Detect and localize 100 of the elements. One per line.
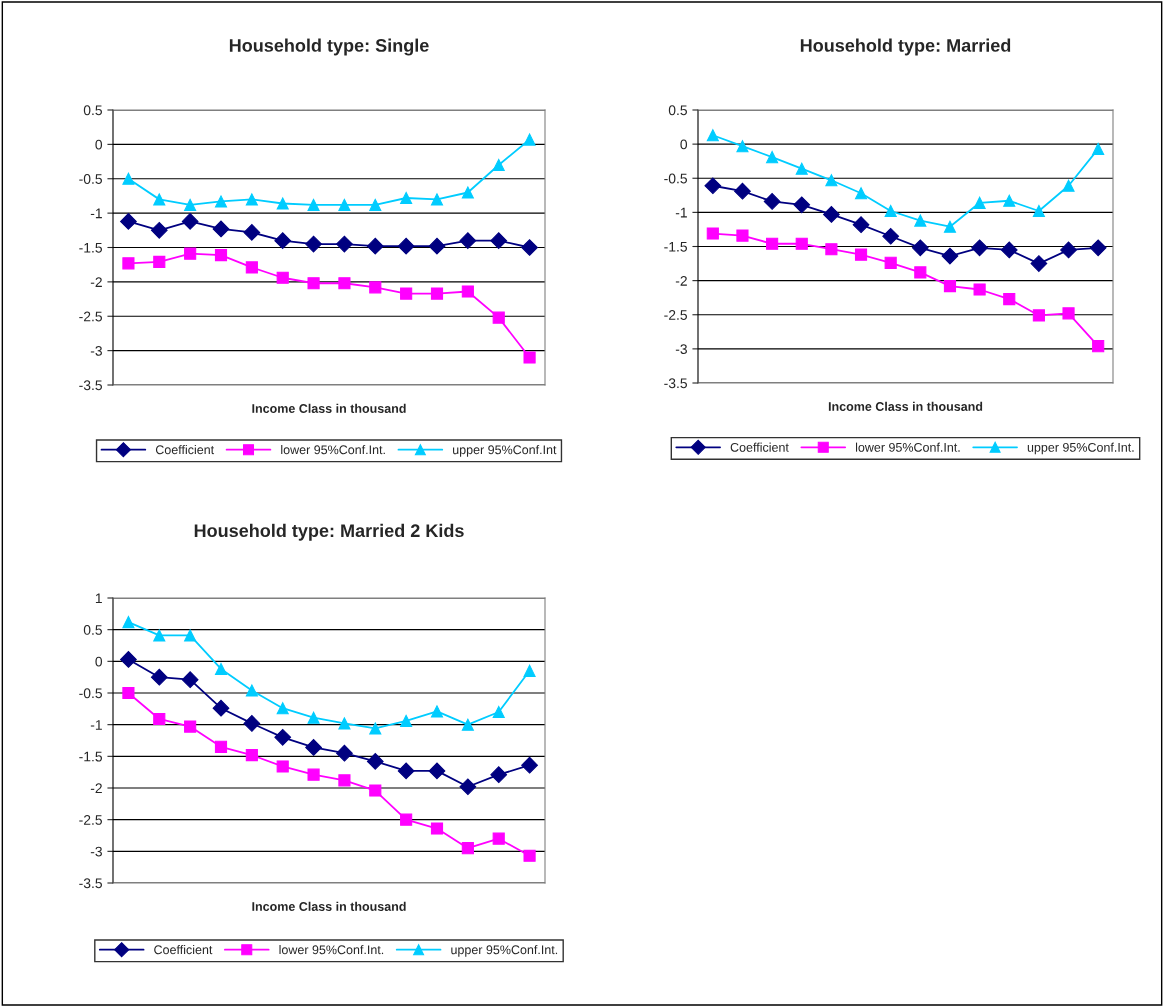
legend-label: Coefficient xyxy=(155,445,215,455)
y-tick-label: -3.5 xyxy=(664,378,687,389)
point xyxy=(492,311,505,324)
point xyxy=(245,684,258,697)
point xyxy=(153,629,166,642)
point xyxy=(854,248,868,261)
point xyxy=(153,712,166,726)
point xyxy=(884,256,897,269)
point xyxy=(428,762,446,780)
point xyxy=(1060,241,1077,259)
y-tick-label: 0.5 xyxy=(668,105,687,116)
point xyxy=(428,237,446,255)
point xyxy=(369,784,382,797)
y-tick-label: -1.5 xyxy=(664,241,687,252)
point xyxy=(492,705,505,719)
point xyxy=(214,662,228,676)
point xyxy=(1032,204,1045,218)
y-tick-label: -3.5 xyxy=(79,380,102,391)
point xyxy=(150,221,168,239)
point xyxy=(307,198,320,211)
point xyxy=(461,186,474,199)
point xyxy=(276,702,289,715)
legend-label: lower 95%Conf.Int. xyxy=(855,442,960,452)
point xyxy=(212,220,230,238)
point xyxy=(736,140,749,153)
y-tick-label: -0.5 xyxy=(664,173,687,184)
legend-label: upper 95%Conf.Int. xyxy=(1027,442,1134,455)
point xyxy=(459,778,477,796)
point xyxy=(943,220,957,233)
point xyxy=(184,720,197,733)
point xyxy=(276,197,289,210)
point xyxy=(941,247,959,265)
y-tick-label: -1 xyxy=(675,207,687,218)
point xyxy=(274,232,292,249)
point xyxy=(338,277,351,290)
point xyxy=(430,705,444,718)
point xyxy=(307,277,320,290)
point xyxy=(336,235,353,253)
point xyxy=(181,213,199,230)
point xyxy=(276,271,289,284)
y-tick-label: -3 xyxy=(90,345,102,356)
point xyxy=(882,227,900,245)
point xyxy=(397,762,415,780)
point xyxy=(243,224,261,241)
y-tick-label: -2 xyxy=(675,275,687,286)
point xyxy=(490,766,508,784)
point xyxy=(490,232,508,249)
y-tick-label: -3.5 xyxy=(79,878,102,889)
point xyxy=(459,232,477,249)
legend-label: Coefficient xyxy=(730,442,789,452)
point xyxy=(336,744,353,762)
point xyxy=(369,722,382,735)
point xyxy=(521,239,538,256)
point xyxy=(1003,194,1016,207)
point xyxy=(369,198,382,211)
point xyxy=(523,351,536,364)
point xyxy=(1062,307,1075,320)
point xyxy=(825,243,838,256)
point xyxy=(366,753,384,770)
point xyxy=(1003,292,1016,306)
point xyxy=(1092,142,1105,155)
y-tick-label: -2 xyxy=(90,783,102,794)
point xyxy=(338,717,351,730)
x-axis-title: Income Class in thousand xyxy=(252,901,406,911)
y-tick-label: -1 xyxy=(90,208,102,219)
point xyxy=(184,629,197,642)
y-tick-label: -3 xyxy=(675,344,687,355)
y-tick-label: 0 xyxy=(95,656,103,667)
point xyxy=(1000,241,1018,259)
point xyxy=(523,133,536,146)
point xyxy=(943,280,957,293)
point xyxy=(795,162,808,175)
point xyxy=(1092,340,1105,353)
point xyxy=(523,849,536,862)
point xyxy=(1032,309,1045,322)
point xyxy=(1030,255,1048,272)
point xyxy=(400,714,413,727)
point xyxy=(245,748,258,762)
point xyxy=(461,285,474,298)
point xyxy=(461,718,474,731)
point xyxy=(369,281,382,294)
point xyxy=(400,813,413,826)
point xyxy=(734,182,751,200)
point xyxy=(243,715,261,732)
point xyxy=(214,740,228,753)
point xyxy=(307,711,320,724)
y-tick-label: -1.5 xyxy=(79,242,102,253)
point xyxy=(400,191,413,205)
point xyxy=(366,237,384,255)
point xyxy=(911,239,929,257)
point xyxy=(973,283,986,296)
point xyxy=(184,247,197,260)
chart-title: Household type: Married 2 Kids xyxy=(194,523,464,541)
point xyxy=(736,229,749,242)
chart-title: Household type: Married xyxy=(800,38,1011,56)
legend-label: upper 95%Conf.Int xyxy=(453,445,557,457)
point xyxy=(461,842,474,855)
point xyxy=(212,699,230,717)
point xyxy=(276,760,289,773)
x-axis-title: Income Class in thousand xyxy=(828,401,983,411)
